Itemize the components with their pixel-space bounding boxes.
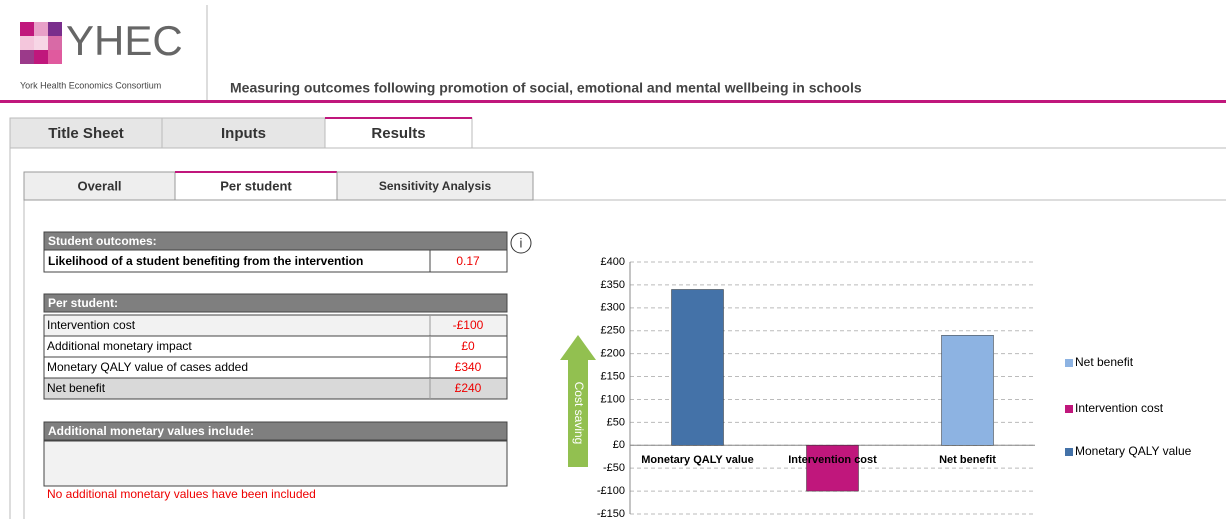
logo-text: YHEC [66,17,183,64]
y-tick-label: £50 [607,416,625,428]
legend-label: Monetary QALY value [1075,444,1192,458]
tab-label[interactable]: Results [371,125,425,142]
cost-saving-arrow [560,335,596,467]
bar [941,335,994,446]
tab-accent [325,117,472,119]
page-title: Measuring outcomes following promotion o… [230,80,862,96]
arrow-label: Cost saving [572,382,586,445]
legend-swatch [1065,448,1073,456]
row-label: Likelihood of a student benefiting from … [48,254,363,268]
subtab-accent [175,171,337,173]
tab[interactable] [324,117,473,149]
subtab[interactable] [336,171,534,201]
table-heading-text: Additional monetary values include: [48,424,254,438]
row-value: £240 [455,381,482,395]
row-value: 0.17 [456,254,480,268]
logo-subtitle: York Health Economics Consortium [20,80,161,90]
row-value: £0 [461,339,475,353]
row-value: -£100 [453,318,484,332]
y-tick-label: £150 [601,370,625,382]
y-tick-label: -£50 [603,462,625,474]
subtab-label[interactable]: Overall [77,178,121,193]
bar [671,289,724,446]
row-label: Intervention cost [47,318,136,332]
tab[interactable] [9,117,163,149]
y-tick-label: -£150 [597,508,625,519]
logo [20,22,62,64]
tab-label[interactable]: Title Sheet [48,125,124,142]
y-tick-label: £250 [601,325,625,337]
legend-label: Net benefit [1075,355,1134,369]
header-rule [0,100,1226,103]
table-heading [43,293,508,313]
x-tick-label: Intervention cost [788,454,877,466]
value-cell [429,249,508,273]
row-label: Net benefit [47,381,106,395]
info-icon[interactable] [510,232,532,254]
y-tick-label: £200 [601,348,625,360]
legend-label: Intervention cost [1075,401,1164,415]
row-value: £340 [455,360,482,374]
row-label: Monetary QALY value of cases added [47,360,248,374]
y-tick-label: £0 [613,439,625,451]
y-tick-label: £400 [601,256,625,268]
bar [806,445,859,492]
legend-swatch [1065,405,1073,413]
row-label: Additional monetary impact [47,339,192,353]
y-tick-label: £350 [601,279,625,291]
table-heading [43,421,508,441]
subtab[interactable] [23,171,176,201]
legend-swatch [1065,359,1073,367]
text-box [43,440,508,487]
info-icon-glyph: i [520,235,523,250]
subtab-label[interactable]: Per student [220,178,292,193]
note: No additional monetary values have been … [47,487,316,501]
x-tick-label: Net benefit [939,454,996,466]
table-heading-text: Per student: [48,296,118,310]
row [43,377,508,400]
x-tick-label: Monetary QALY value [641,454,754,466]
y-tick-label: -£100 [597,485,625,497]
subtab-label[interactable]: Sensitivity Analysis [379,179,492,193]
y-tick-label: £300 [601,302,625,314]
tab-label[interactable]: Inputs [221,125,266,142]
y-tick-label: £100 [601,393,625,405]
table-heading-text: Student outcomes: [48,234,157,248]
